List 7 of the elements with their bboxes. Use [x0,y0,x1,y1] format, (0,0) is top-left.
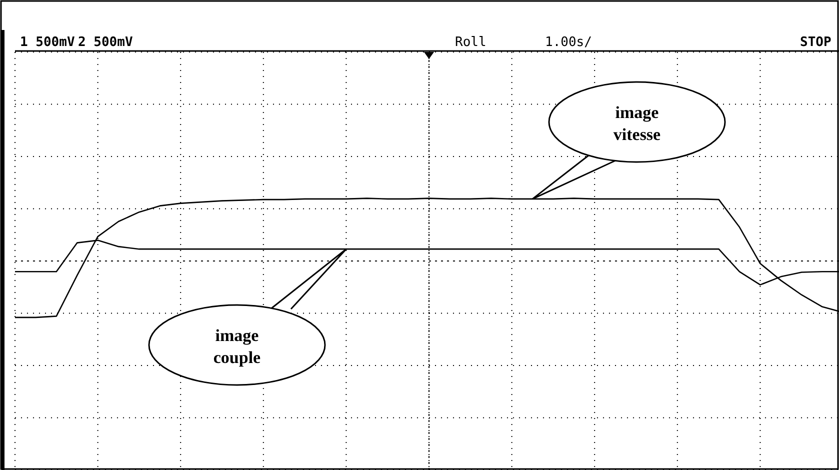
text: 1.00s/ [545,35,592,50]
text: image couple [213,326,262,367]
text: 2 500mV [78,35,133,50]
text: Roll [455,35,486,50]
text: STOP [800,35,832,50]
text: image vitesse [613,103,662,144]
text: 1 500mV [20,35,75,50]
